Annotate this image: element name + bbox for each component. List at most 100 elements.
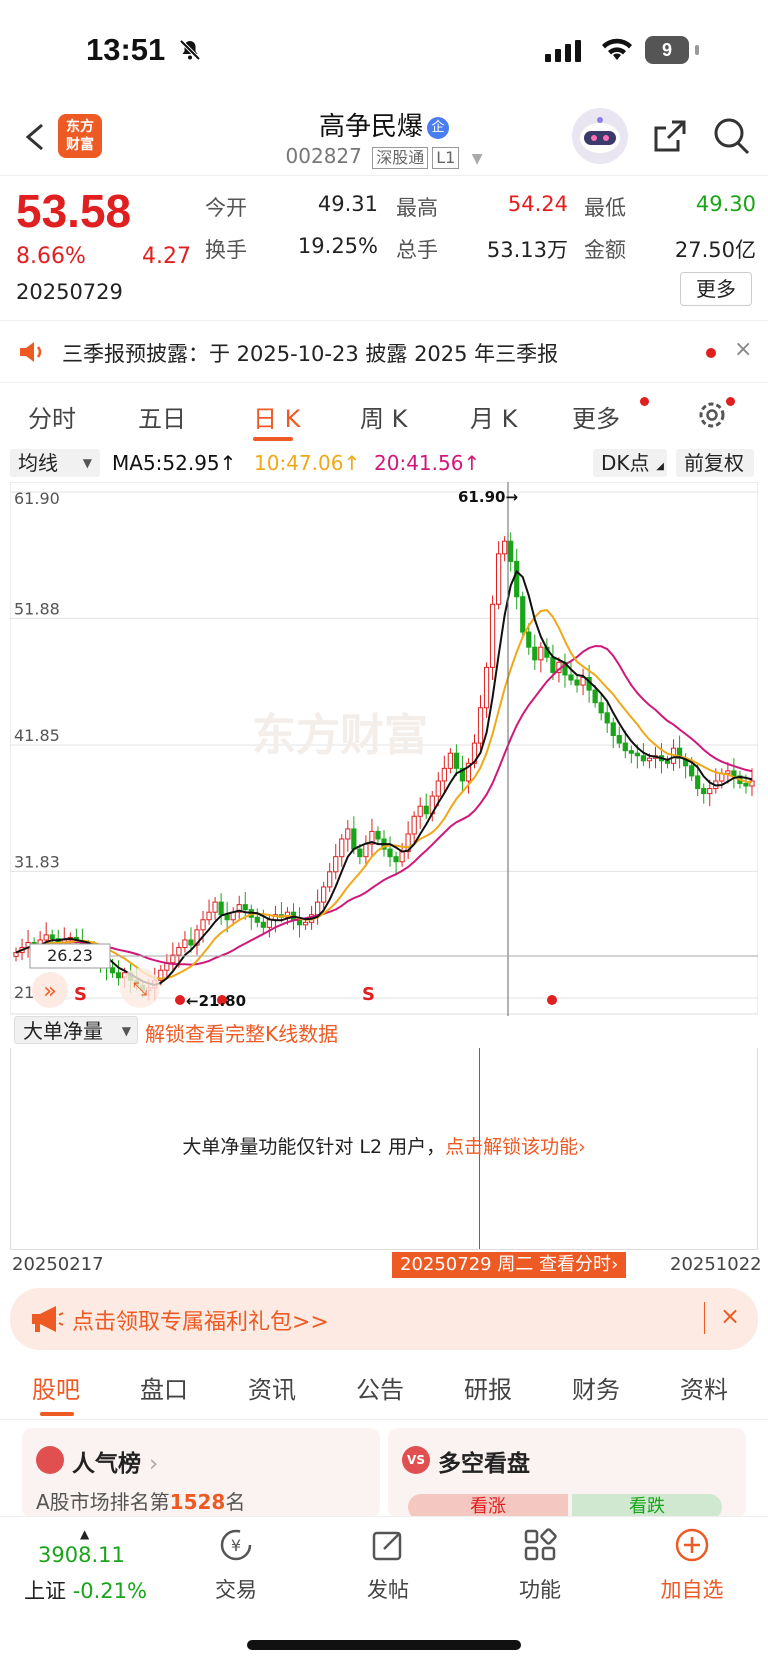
notice-close-icon[interactable]: ×: [734, 337, 753, 362]
candle-body: [363, 843, 369, 858]
post-button[interactable]: 发帖: [362, 1527, 414, 1604]
subchart-select[interactable]: 大单净量 ▼: [14, 1016, 138, 1044]
candle-body: [695, 775, 701, 790]
candle-body: [43, 934, 49, 941]
edit-icon: [372, 1531, 402, 1561]
tab-intraday[interactable]: 分时: [28, 405, 76, 433]
y-tick-label: 31.83: [14, 852, 60, 871]
tab-five-day[interactable]: 五日: [138, 405, 186, 433]
amount-label: 金额: [584, 238, 626, 262]
back-icon[interactable]: [22, 122, 48, 152]
candle-body: [622, 742, 628, 752]
kline-svg[interactable]: 东方财富 61.90 51.88 41.85 31.83 21.80 61.90→ 26…: [9, 481, 759, 1016]
assistant-robot-icon[interactable]: [572, 108, 628, 164]
candle-body: [640, 755, 647, 762]
high-annotation-value: 61.90: [458, 488, 505, 506]
cursor-date-button[interactable]: 20250729 周二 查看分时›: [392, 1252, 627, 1278]
candle-body: [321, 886, 327, 903]
high-value: 54.24: [507, 192, 568, 216]
candle-body: [514, 560, 520, 598]
add-watchlist-button[interactable]: 加自选: [656, 1527, 728, 1604]
kline-chart[interactable]: 东方财富 61.90 51.88 41.85 31.83 21.80 61.90→ 26…: [9, 481, 759, 1016]
promo-banner[interactable]: 点击领取专属福利礼包>> ×: [10, 1288, 758, 1350]
candle-body: [115, 972, 122, 979]
tab-weekly-k[interactable]: 周 K: [360, 405, 408, 433]
stock-code-row[interactable]: 002827 深股通 L1 ▼: [0, 144, 768, 169]
yuan-exchange-icon: ¥: [220, 1529, 252, 1561]
adjust-toggle[interactable]: 前复权: [676, 449, 754, 477]
notice-unread-dot: [706, 348, 716, 358]
current-price-label: 26.23: [29, 943, 111, 969]
unlock-kline-link[interactable]: 解锁查看完整K线数据: [145, 1022, 339, 1046]
content-tabs: 股吧 盘口 资讯 公告 研报 财务 资料: [0, 1356, 768, 1420]
candle-body: [520, 596, 526, 633]
change-percent: 8.66%: [16, 244, 86, 269]
more-red-dot: [640, 397, 649, 406]
candle-body: [254, 916, 260, 923]
tab-finance[interactable]: 财务: [572, 1376, 620, 1404]
fullscreen-toggle[interactable]: ⤡: [120, 968, 160, 1008]
candle-body: [423, 805, 429, 815]
tab-monthly-k[interactable]: 月 K: [470, 405, 518, 433]
expand-arrows-icon: ⤡: [133, 979, 147, 1000]
candle-body: [369, 830, 375, 845]
candle-body: [664, 760, 671, 764]
amount-value: 27.50亿: [674, 238, 756, 262]
tab-pankou[interactable]: 盘口: [140, 1376, 188, 1404]
candle-body: [109, 967, 116, 974]
notice-text: 三季报预披露：于 2025-10-23 披露 2025 年三季报: [62, 342, 559, 366]
search-icon[interactable]: [712, 116, 752, 156]
add-watchlist-label: 加自选: [660, 1578, 724, 1602]
promo-close-icon[interactable]: ×: [720, 1302, 741, 1330]
wifi-icon: [602, 38, 632, 60]
l2-unlock-link[interactable]: 点击解锁该功能›: [445, 1136, 586, 1158]
dk-point-toggle[interactable]: DK点 ◢: [593, 449, 667, 477]
candle-body: [393, 856, 399, 863]
chart-settings-gear-icon[interactable]: [696, 399, 728, 431]
tab-guba[interactable]: 股吧: [32, 1376, 80, 1404]
more-quote-button[interactable]: 更多: [680, 272, 752, 306]
subchart-select-label: 大单净量: [23, 1019, 103, 1043]
function-button[interactable]: 功能: [514, 1527, 566, 1604]
sell-signal-1: S: [74, 984, 87, 1005]
double-chevron-right-icon: »: [43, 979, 56, 1004]
tab-announcements[interactable]: 公告: [356, 1376, 404, 1404]
bull-bear-card[interactable]: VS 多空看盘 看涨 看跌: [388, 1428, 746, 1520]
function-label: 功能: [519, 1578, 561, 1602]
candle-body: [749, 780, 755, 787]
candle-body: [580, 676, 586, 686]
ma20-text: 20:41.56: [374, 451, 464, 475]
popularity-card[interactable]: 人气榜 › A股市场排名第1528名: [22, 1428, 380, 1518]
status-time: 13:51: [86, 32, 166, 67]
tab-research[interactable]: 研报: [464, 1376, 512, 1404]
quote-date: 20250729: [16, 280, 123, 304]
last-price: 53.58: [16, 185, 132, 237]
candle-body: [387, 848, 393, 858]
candle-body: [224, 914, 230, 921]
chevron-down-icon: ▼: [121, 1024, 131, 1038]
x-axis-dates: 20250217 20250729 周二 查看分时› 20251022: [0, 1252, 768, 1282]
high-annotation: 61.90→: [458, 488, 518, 506]
tab-more[interactable]: 更多: [572, 405, 620, 433]
connect-tag: 深股通: [372, 147, 429, 169]
tab-profile[interactable]: 资料: [680, 1376, 728, 1404]
bear-button[interactable]: 看跌: [572, 1494, 722, 1520]
triangle-up-icon: ▲: [80, 1527, 90, 1541]
candle-body: [453, 752, 460, 769]
chevron-down-icon[interactable]: ▼: [471, 151, 483, 167]
tab-daily-k[interactable]: 日 K: [253, 405, 301, 433]
dk-label: DK点: [601, 451, 650, 475]
share-icon[interactable]: [652, 118, 688, 154]
index-change: -0.21%: [72, 1579, 147, 1603]
candle-body: [502, 540, 508, 555]
bull-button[interactable]: 看涨: [408, 1494, 568, 1520]
ma-select[interactable]: 均线 ▼: [10, 449, 100, 477]
tab-news[interactable]: 资讯: [248, 1376, 296, 1404]
index-ticker[interactable]: ▲ 3908.11 上证 -0.21%: [22, 1527, 162, 1607]
expand-chart-button[interactable]: »: [32, 972, 68, 1008]
notice-bar[interactable]: 三季报预披露：于 2025-10-23 披露 2025 年三季报 ×: [0, 321, 768, 383]
trade-button[interactable]: ¥ 交易: [210, 1527, 262, 1604]
candle-body: [200, 919, 206, 931]
candle-body: [489, 603, 496, 668]
candle-body: [435, 780, 441, 797]
